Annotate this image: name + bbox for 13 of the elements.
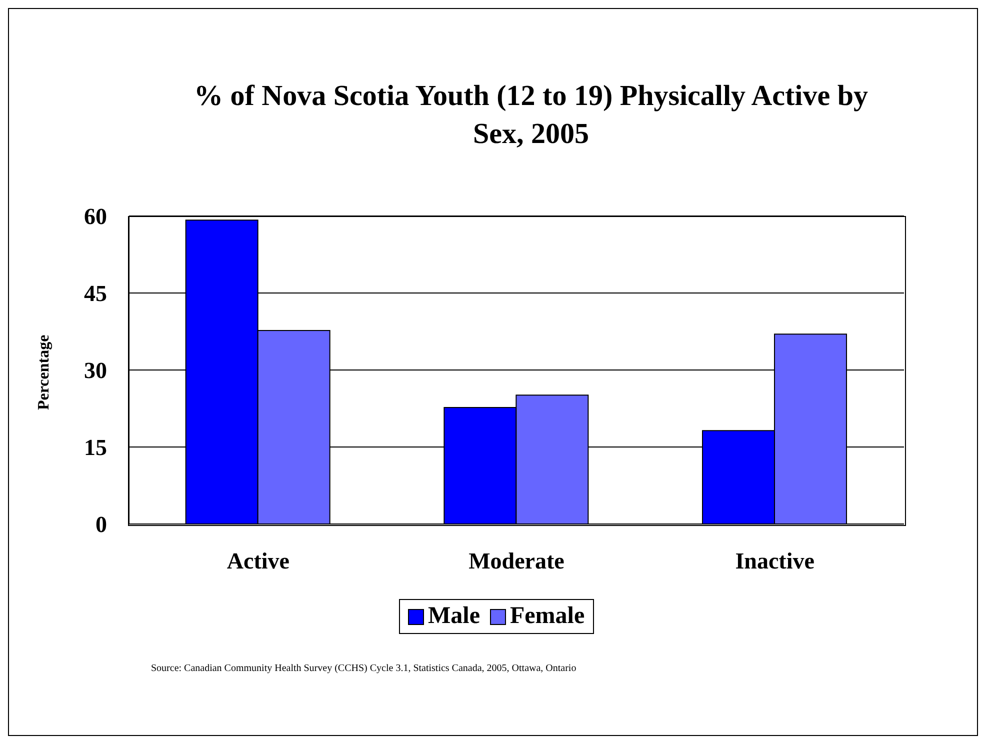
y-tick-label: 0 xyxy=(96,512,107,538)
chart-title: % of Nova Scotia Youth (12 to 19) Physically Active by Sex, 2005 xyxy=(193,79,869,152)
legend-label: Female xyxy=(510,603,585,630)
source-note: Source: Canadian Community Health Survey (CCHS) Cycle 3.1, Statistics Canada, 2005, Ottawa, Ontario xyxy=(151,663,576,674)
y-tick-label: 45 xyxy=(84,281,107,306)
x-tick-label: Inactive xyxy=(735,548,814,574)
x-tick-label: Moderate xyxy=(468,548,564,574)
y-tick-label: 30 xyxy=(84,358,107,384)
y-tick-label: 15 xyxy=(84,435,107,460)
legend-label: Male xyxy=(428,603,480,630)
y-tick-label: 60 xyxy=(84,204,107,230)
y-axis-title: Percentage xyxy=(36,334,53,410)
x-tick-label: Active xyxy=(226,548,290,574)
